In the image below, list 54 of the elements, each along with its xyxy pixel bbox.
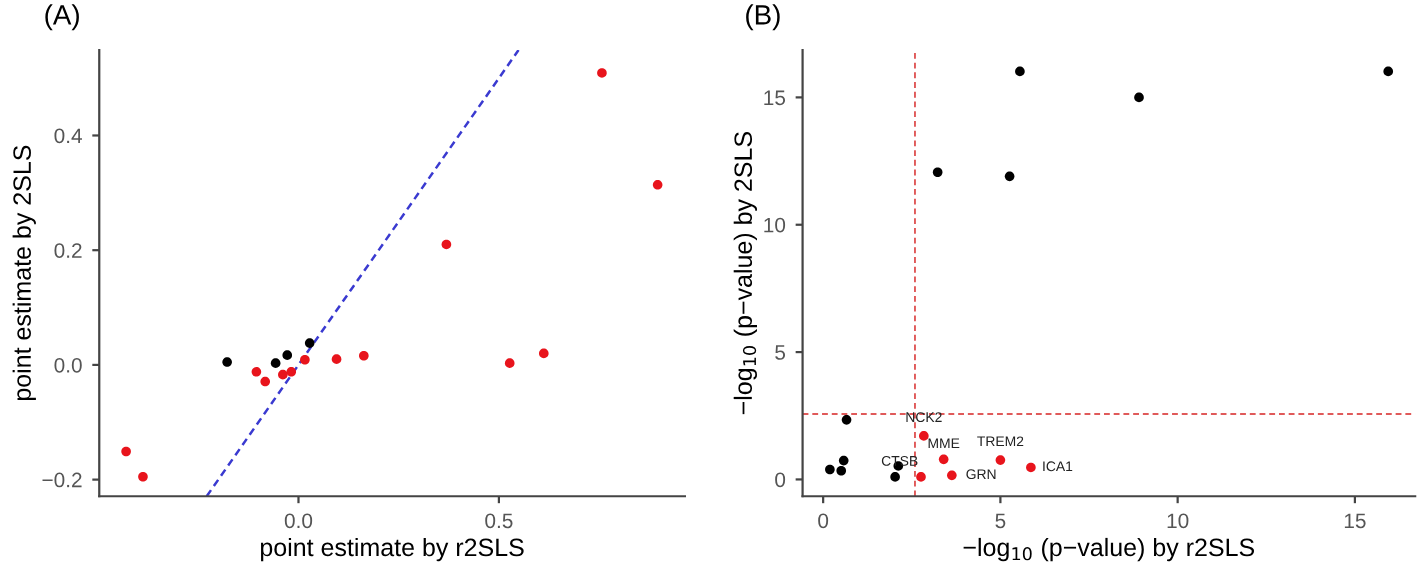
- point: [121, 446, 131, 457]
- y-axis-title: −log$_{10}$ (p−value) by 2SLS: [733, 132, 757, 415]
- point: [278, 369, 288, 380]
- point: [331, 354, 342, 364]
- y-tick-label: 0: [775, 472, 786, 488]
- point: [1026, 462, 1036, 473]
- point: [919, 431, 929, 441]
- point: [932, 167, 943, 178]
- point: [995, 455, 1006, 465]
- x-tick-label: 0: [818, 513, 829, 529]
- point: [504, 358, 515, 368]
- x-tick-label: 5: [995, 513, 1006, 529]
- point: [270, 358, 281, 368]
- y-axis-title: point estimate by 2SLS: [12, 145, 36, 401]
- point: [538, 348, 549, 359]
- y-tick-label: 15: [764, 90, 786, 106]
- point: [1383, 66, 1394, 77]
- point: [304, 338, 315, 348]
- point: [838, 455, 849, 466]
- point: [1004, 171, 1015, 182]
- point: [841, 415, 852, 425]
- y-tick-label: 10: [764, 217, 786, 233]
- chart-title: (A): [45, 4, 79, 31]
- y-tick-label: 0.0: [54, 357, 82, 373]
- point: [1134, 92, 1144, 103]
- point: [359, 350, 369, 361]
- point: [938, 454, 949, 465]
- x-axis-title: −log$_{10}$ (p−value) by r2SLS: [963, 537, 1255, 562]
- point: [916, 472, 926, 482]
- point: [825, 464, 835, 475]
- point: [1015, 66, 1025, 77]
- point: [260, 376, 271, 387]
- point: [652, 179, 663, 190]
- point: [836, 465, 847, 476]
- point: [222, 357, 232, 367]
- x-tick-label: 15: [1344, 513, 1366, 529]
- y-tick-label: 5: [775, 345, 786, 360]
- y-tick-label: 0.2: [54, 243, 82, 258]
- x-axis-title: point estimate by r2SLS: [260, 537, 524, 562]
- point: [597, 68, 607, 78]
- point: [138, 471, 148, 482]
- x-tick-label: 0.5: [485, 513, 513, 529]
- x-tick-label: 0.0: [284, 513, 313, 529]
- chart-title: (B): [746, 4, 780, 31]
- point: [286, 366, 297, 377]
- point: [441, 239, 452, 250]
- y-tick-label: −0.2: [42, 472, 82, 488]
- point: [947, 470, 957, 481]
- x-tick-label: 10: [1167, 513, 1189, 529]
- point: [282, 350, 293, 360]
- y-tick-label: 0.4: [54, 128, 82, 144]
- point: [300, 354, 310, 365]
- point: [251, 366, 262, 377]
- point: [890, 472, 900, 482]
